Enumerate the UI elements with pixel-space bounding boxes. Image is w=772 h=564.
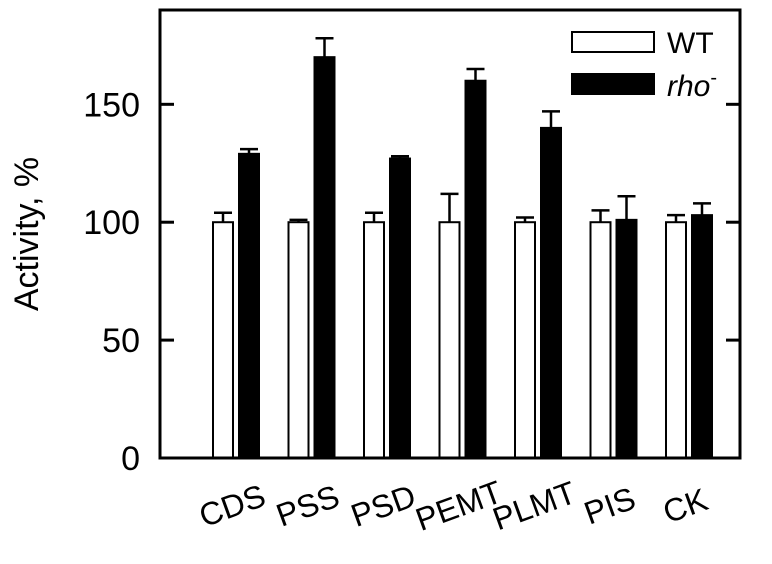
legend-label-rho: rho-	[667, 67, 717, 103]
bar-rho-cds	[238, 152, 260, 459]
legend-label-rho-superscript: -	[710, 67, 717, 89]
legend-swatch-wt	[571, 31, 655, 53]
category-label: CK	[658, 481, 712, 530]
category-label: PSS	[271, 478, 343, 534]
category-label: PIS	[579, 480, 640, 531]
y-tick-label: 150	[83, 86, 140, 124]
plot-frame	[158, 8, 742, 460]
legend-label-rho-name: rho	[667, 70, 710, 103]
legend-label-wt: WT	[667, 27, 714, 60]
category-label: PSD	[346, 477, 420, 533]
bar-rho-pss	[313, 56, 336, 459]
bar-rho-ck	[691, 214, 713, 459]
bar-wt-plmt	[514, 221, 536, 459]
bar-wt-ck	[665, 221, 687, 459]
y-axis-title: Activity, %	[8, 157, 46, 311]
category-label: PLMT	[488, 474, 581, 537]
bar-rho-psd	[389, 157, 411, 459]
legend-swatch-rho	[571, 73, 655, 95]
bars-layer	[212, 37, 713, 459]
category-label: CDS	[194, 477, 270, 534]
bar-wt-pss	[287, 221, 310, 459]
y-tick-label: 100	[83, 204, 140, 242]
y-tick-label: 0	[121, 440, 140, 478]
bar-wt-pis	[589, 221, 612, 459]
legend: WT rho-	[571, 27, 717, 103]
bar-rho-plmt	[540, 126, 562, 459]
bar-wt-cds	[212, 221, 234, 459]
y-tick-label: 50	[102, 322, 140, 360]
bar-rho-pis	[615, 218, 638, 459]
bar-wt-psd	[363, 221, 385, 459]
ticks-layer	[160, 102, 740, 460]
bar-rho-pemt	[464, 79, 487, 459]
bar-wt-pemt	[438, 221, 461, 459]
